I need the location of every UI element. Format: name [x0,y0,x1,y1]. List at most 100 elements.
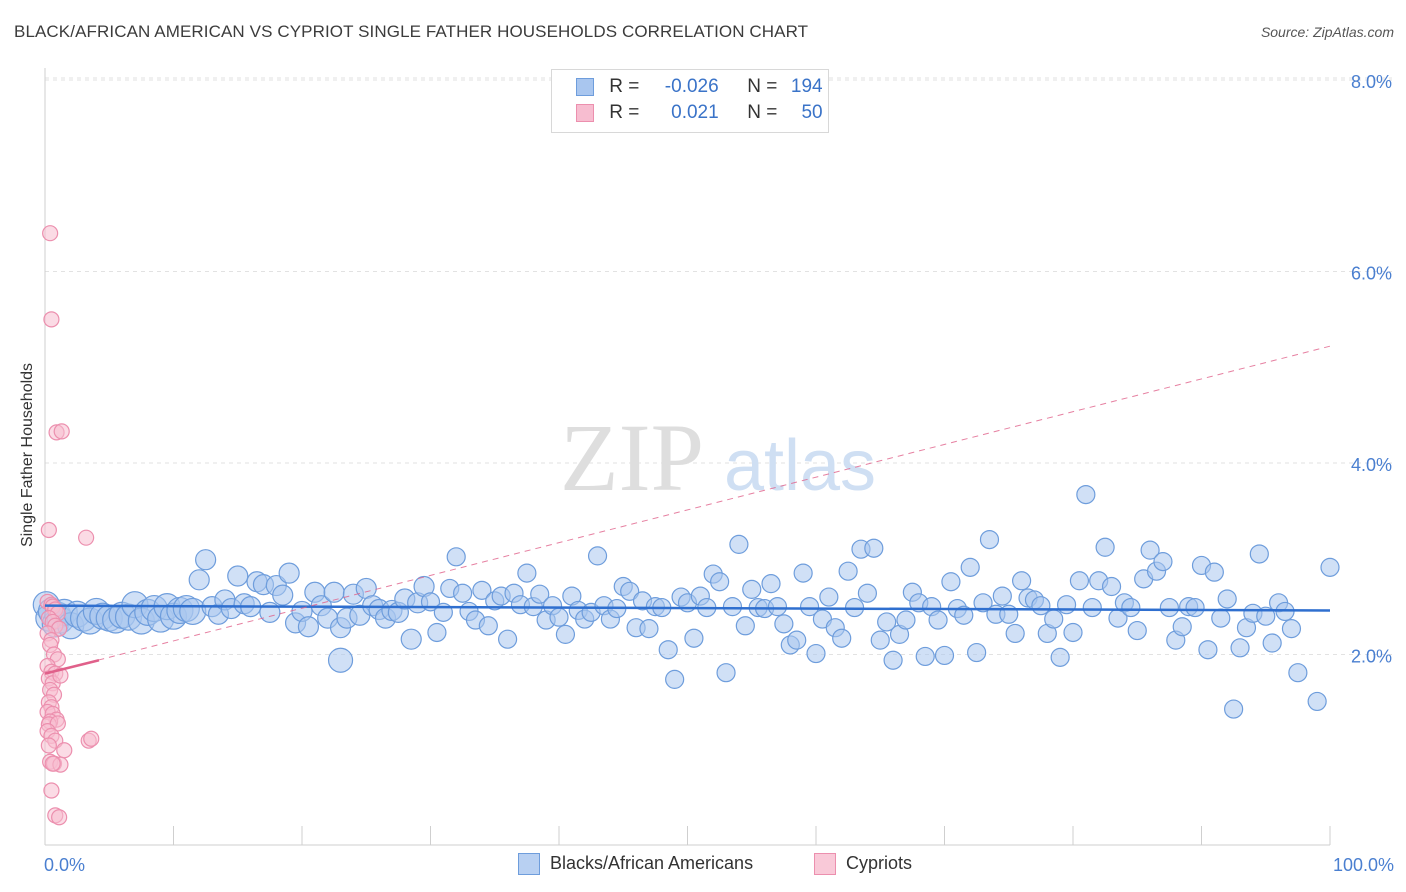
legend-n-label: N = [747,102,778,123]
data-point-blacks [1101,576,1122,597]
data-point-cypriots [40,521,57,539]
data-point-blacks [195,549,217,571]
data-point-blacks [819,587,839,607]
data-point-blacks [1230,638,1250,658]
data-point-blacks [587,546,608,566]
data-point-blacks [1307,691,1327,712]
trend-lines [44,345,1331,675]
data-point-blacks [992,586,1012,606]
data-point-blacks [716,663,736,683]
data-point-blacks [954,605,974,625]
data-point-blacks [832,628,852,648]
data-point-blacks [1185,597,1205,618]
data-point-blacks [722,597,743,617]
data-point-blacks [742,579,762,599]
watermark-zip: ZIP [560,404,704,511]
data-point-blacks [1249,544,1269,564]
data-point-blacks [799,597,820,617]
legend-n-value: 194 [790,76,823,97]
data-point-blacks [555,624,576,644]
y-tick-label: 2.0% [1351,647,1392,667]
data-point-blacks [967,642,987,663]
legend-r-label: R = [609,76,640,97]
data-point-blacks [941,572,961,592]
data-point-blacks [1211,608,1231,628]
data-point-blacks [323,581,345,603]
x-tick-label: 0.0% [44,855,85,875]
legend-r-value: 0.021 [671,102,719,123]
data-point-blacks [297,616,320,638]
data-point-blacks [735,616,755,636]
y-tick-label: 6.0% [1351,264,1392,284]
legend-row-blacks: R = -0.026 N = 194 [576,76,823,100]
data-point-blacks [272,584,294,606]
legend-n-label: N = [747,76,778,97]
data-point-cypriots [51,809,68,826]
x-tick-label: 100.0% [1333,855,1394,875]
data-point-blacks [1159,597,1179,618]
data-point-blacks [1005,623,1025,644]
data-point-blacks [517,563,537,583]
bottom-legend-label: Blacks/African Americans [550,853,754,873]
data-point-blacks [838,561,858,581]
data-point-blacks [278,562,300,584]
bottom-legend-blacks: Blacks/African Americans [518,853,754,876]
y-tick-label: 4.0% [1351,455,1392,475]
data-point-blacks [793,563,813,583]
data-point-blacks [446,547,466,567]
data-point-blacks [1011,571,1032,591]
data-point-blacks [549,607,569,627]
data-point-blacks [1140,540,1160,560]
data-point-blacks [179,597,207,626]
trend-projection-cypriots [44,345,1331,675]
data-point-blacks [1121,597,1141,618]
legend-row-cypriots: R = 0.021 N = 50 [576,102,823,126]
data-point-blacks [1127,620,1147,641]
data-point-blacks [498,629,518,649]
data-point-blacks [665,669,685,689]
data-point-blacks [870,630,890,650]
bottom-legend-swatch-pink [814,853,836,876]
data-point-blacks [1095,537,1115,557]
data-point-blacks [227,565,249,587]
trend-line-blacks [44,604,1331,612]
data-point-blacks [729,534,749,554]
data-point-blacks [1044,609,1064,629]
series-blacks-points [32,484,1340,719]
bottom-legend-label: Cypriots [846,853,913,873]
data-point-blacks [1256,606,1276,626]
data-point-blacks [1082,597,1102,618]
legend-swatch-blue [576,77,594,96]
bottom-legend-swatch-blue [518,853,540,876]
data-point-blacks [934,645,955,666]
watermark: ZIP atlas [560,404,876,511]
data-point-cypriots [42,225,59,242]
data-point-blacks [639,619,659,639]
data-point-cypriots [44,755,61,772]
data-point-blacks [928,610,948,630]
data-point-blacks [1288,663,1308,683]
data-point-blacks [857,583,878,603]
data-point-blacks [1172,617,1192,637]
data-point-blacks [960,557,980,577]
data-point-blacks [1076,484,1096,505]
data-point-blacks [400,628,422,650]
legend-n-value: 50 [801,102,823,123]
data-point-blacks [767,597,788,617]
data-point-blacks [915,646,935,667]
data-point-blacks [188,569,210,591]
bottom-legend-cypriots: Cypriots [814,853,913,876]
data-point-blacks [658,640,678,660]
data-point-blacks [1224,699,1244,719]
tick-labels: 2.0% 4.0% 6.0% 8.0% 0.0% 100.0% [44,72,1394,875]
data-point-blacks [1153,552,1173,572]
data-point-blacks [327,647,354,673]
legend-r-value: -0.026 [664,76,719,97]
data-point-blacks [979,529,1000,550]
data-point-blacks [787,630,807,650]
data-point-cypriots [56,742,73,759]
data-point-blacks [877,612,897,632]
data-point-blacks [806,643,826,664]
data-point-blacks [620,581,640,601]
series-cypriots-points [39,225,100,826]
